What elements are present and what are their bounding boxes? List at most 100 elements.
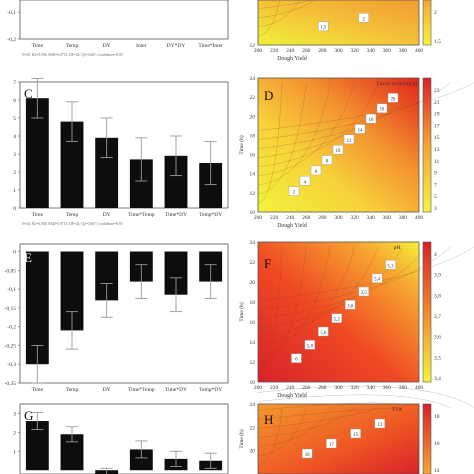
x-axis-label: Dough Yield [277,223,307,229]
colorbar-tick-label: 3 [434,206,437,212]
category-label: Time [32,43,44,49]
y-tick-label: 16 [250,153,256,159]
y-tick-label: 2 [13,430,16,436]
x-tick-label: 260 [302,215,311,221]
y-tick-label: 24 [250,240,256,246]
contour-line [257,0,280,37]
y-tick-label: 16 [250,320,256,326]
y-tick-label: 12 [250,360,256,366]
x-tick-label: 360 [383,385,392,391]
contour-label: 6 [295,358,298,363]
contour-tag [358,13,369,23]
contour-label: 5,8 [307,344,314,349]
contour-tag [371,273,383,283]
contour-line [257,0,315,19]
colorbar-title: pH [394,245,401,251]
x-tick-label: 220 [270,385,279,391]
bar [25,421,49,471]
x-tick-label: 400 [415,48,424,54]
x-tick-label: 280 [318,385,327,391]
colorbar-tick-label: 11 [434,159,440,165]
footnote: N=25; R2=0,956; RSD=0,0713; DF=22; Q2=0,… [22,53,123,58]
colorbar-tick-label: 5 [434,194,437,200]
y-tick-label: 5 [13,116,16,122]
x-axis-label: Dough Yield [277,393,307,399]
category-label: Time*Temp [128,212,155,218]
x-tick-label: 240 [286,215,295,221]
contour-label: 4 [304,180,307,185]
contour-tag [288,186,300,196]
contour-line [257,394,452,409]
colorbar-tick-label: 17 [434,123,440,129]
x-tick-label: 240 [286,48,295,54]
colorbar-tick-label: 3,8 [434,293,441,299]
contour-label: 3,6 [347,304,354,309]
contour-line [257,0,300,28]
contour-tag [343,134,355,145]
x-tick-label: 240 [286,385,295,391]
colorbar-tick-label: 13 [434,147,440,153]
y-tick-label: 20 [250,449,256,455]
colorbar-tick-label: 3,4 [434,376,441,382]
y-tick-label: 12 [250,191,256,197]
x-tick-label: 320 [350,385,359,391]
contour-label: 6 [315,170,318,175]
contour-tag [310,165,322,176]
category-label: Time*DY [165,387,187,393]
x-tick-label: 280 [318,48,327,54]
colorbar-tick-label: 3,9 [434,273,441,279]
bar [60,121,84,208]
x-tick-label: 340 [367,215,376,221]
contour-line [257,245,331,356]
panel-letter: D [264,88,273,103]
y-tick-label: -0,1 [7,10,16,16]
y-tick-label: -0,05 [5,268,17,274]
category-label: DY [103,43,111,49]
y-axis-label: Time (h) [238,302,245,321]
y-axis-label: Time (h) [238,135,245,154]
colorbar-tick-label: 9 [434,171,437,177]
contour-tag [354,124,366,134]
y-axis-label: Time (h) [238,429,245,448]
category-label: Time [32,212,44,218]
category-label: DY [103,212,111,218]
bar [95,137,119,208]
colorbar-tick-label: 3,7 [434,314,441,320]
category-label: DY [103,387,111,393]
category-label: Temp*DY [199,387,222,393]
x-tick-label: 200 [254,385,263,391]
x-tick-label: 260 [302,385,311,391]
y-tick-label: 24 [250,76,256,82]
y-tick-label: -0,3 [7,362,16,368]
bar [129,159,153,208]
category-label: Temp*DY [199,212,222,218]
y-tick-label: 2 [13,170,16,176]
colorbar-tick-label: 1,5 [434,39,441,45]
contour-tag [374,418,385,429]
category-label: Temp [66,43,79,49]
contour-line [257,0,314,10]
contour-line [257,246,474,301]
contour-line [257,81,331,186]
contour-line [257,407,403,420]
contour-label: 2 [362,17,365,22]
contour-label: 5,6 [320,331,327,336]
contour-line [257,407,307,457]
y-tick-label: 0 [13,206,16,212]
y-tick-label: 22 [250,95,256,101]
contour-label: 18 [305,453,310,458]
colorbar-tick-label: 16 [434,441,440,447]
y-tick-label: 1 [13,188,16,194]
bar [60,434,84,471]
panel-letter: E [24,250,32,265]
contour-label: 16 [369,118,374,123]
contour-tag [318,326,329,337]
y-tick-label: 18 [250,133,256,139]
contour-tag [385,260,396,270]
panel-letter: G [24,408,33,423]
contour-line [257,245,355,347]
category-label: Temp [66,212,79,218]
contour-tag [332,144,344,155]
colorbar-tick-label: 18 [434,414,440,420]
x-tick-label: 200 [254,215,263,221]
